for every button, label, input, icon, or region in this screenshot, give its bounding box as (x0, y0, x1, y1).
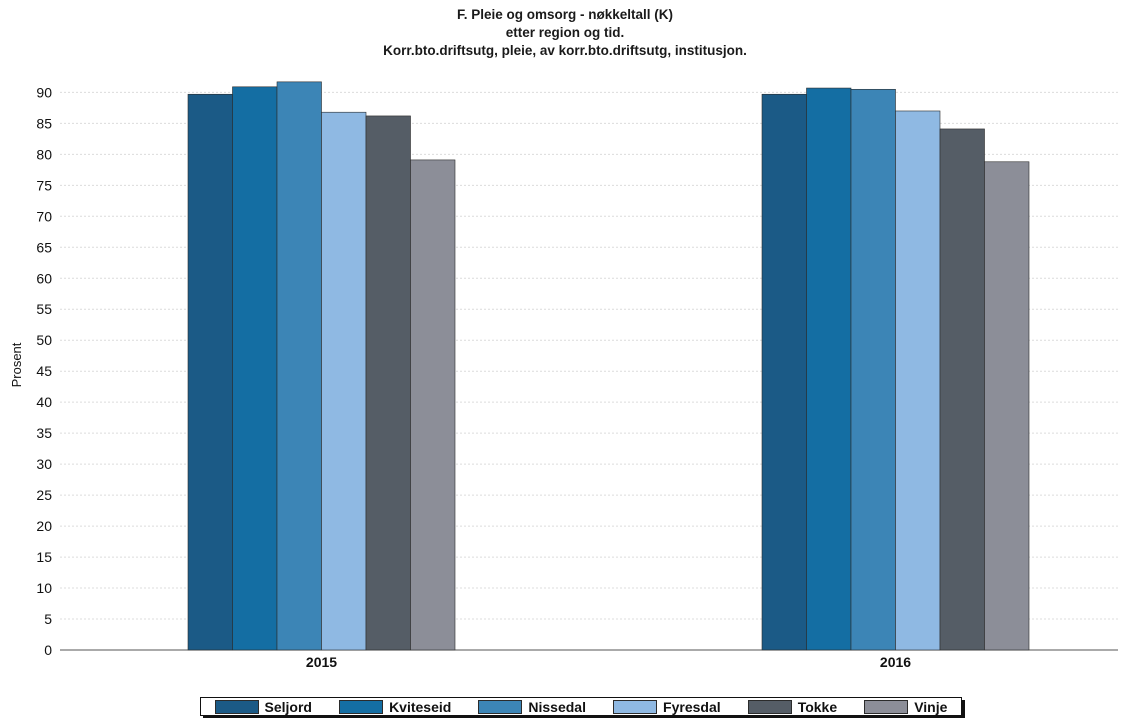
legend-item-fyresdal: Fyresdal (613, 699, 721, 715)
bar-kviteseid-2016 (806, 87, 852, 651)
y-tick-label: 45 (36, 363, 52, 379)
legend-item-tokke: Tokke (747, 698, 838, 715)
bar-seljord-2015 (187, 93, 233, 651)
y-tick-label: 35 (36, 425, 52, 441)
chart-subtitle-line1: etter region og tid. (505, 25, 625, 40)
y-tick-label: 15 (36, 549, 52, 565)
y-tick-label: 30 (36, 456, 52, 472)
y-tick-label: 85 (36, 115, 52, 131)
legend-label: Kviteseid (389, 698, 452, 715)
y-tick-label: 55 (36, 301, 52, 317)
bar-nissedal-2016 (850, 88, 896, 651)
legend-swatch (864, 699, 909, 714)
x-tick-label: 2015 (306, 654, 337, 670)
legend-item-seljord: Seljord (214, 698, 312, 715)
y-tick-label: 65 (36, 239, 52, 255)
bar-tokke-2015 (365, 115, 411, 651)
legend-item-kviteseid: Kviteseid (339, 699, 451, 715)
legend-swatch (339, 699, 384, 714)
bar-vinje-2016 (984, 161, 1030, 651)
y-tick-label: 10 (36, 580, 52, 596)
bar-seljord-2016 (761, 93, 807, 651)
y-tick-label: 5 (44, 611, 52, 627)
y-tick-label: 75 (36, 177, 52, 193)
y-tick-label: 70 (36, 208, 52, 224)
y-tick-label: 20 (36, 518, 52, 534)
y-tick-label: 80 (36, 146, 52, 162)
legend-label: Seljord (264, 698, 312, 715)
y-tick-label: 40 (36, 394, 52, 410)
chart-subtitle-line2: Korr.bto.driftsutg, pleie, av korr.bto.d… (383, 43, 747, 58)
x-axis: 2015 2016 (306, 654, 911, 670)
legend: Seljord Kviteseid Nissedal Fyresdal Tokke Vin… (200, 697, 962, 716)
legend-item-vinje: Vinje (864, 699, 947, 715)
legend-item-nissedal: Nissedal (478, 699, 586, 715)
legend-swatch (613, 699, 658, 714)
chart-title: F. Pleie og omsorg - nøkkeltall (K) (456, 7, 674, 22)
legend-label: Nissedal (528, 698, 586, 715)
legend-label: Fyresdal (663, 698, 721, 715)
legend-label: Vinje (914, 698, 948, 715)
y-axis-label: Prosent (9, 342, 24, 387)
bar-tokke-2016 (939, 128, 985, 651)
chart-title-block: F. Pleie og omsorg - nøkkeltall (K) ette… (0, 6, 1130, 60)
x-tick-label: 2016 (880, 654, 911, 670)
bar-fyresdal-2015 (321, 111, 367, 651)
bar-kviteseid-2015 (232, 86, 278, 651)
y-tick-label: 60 (36, 270, 52, 286)
legend-label: Tokke (797, 698, 838, 715)
y-tick-label: 90 (36, 84, 52, 100)
legend-swatch (747, 699, 792, 714)
legend-swatch (478, 699, 523, 714)
legend-swatch (214, 699, 259, 714)
bar-vinje-2015 (410, 159, 456, 651)
y-tick-label: 50 (36, 332, 52, 348)
bar-nissedal-2015 (276, 81, 322, 651)
y-tick-label: 25 (36, 487, 52, 503)
y-tick-label: 0 (44, 642, 52, 658)
bar-fyresdal-2016 (895, 110, 941, 651)
bars (187, 81, 1030, 651)
